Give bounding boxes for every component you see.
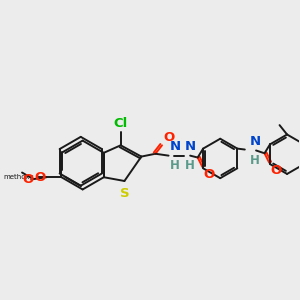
Text: S: S bbox=[120, 187, 129, 200]
Text: O: O bbox=[203, 168, 214, 181]
Text: O: O bbox=[163, 131, 174, 144]
Text: methoxy: methoxy bbox=[4, 174, 34, 180]
Text: H: H bbox=[169, 159, 179, 172]
Text: O: O bbox=[22, 172, 33, 186]
Text: N: N bbox=[169, 140, 181, 153]
Text: H: H bbox=[184, 159, 194, 172]
Text: O: O bbox=[270, 164, 281, 177]
Text: H: H bbox=[250, 154, 260, 167]
Text: N: N bbox=[184, 140, 196, 153]
Text: N: N bbox=[250, 135, 261, 148]
Text: O: O bbox=[34, 171, 46, 184]
Text: Cl: Cl bbox=[114, 117, 128, 130]
